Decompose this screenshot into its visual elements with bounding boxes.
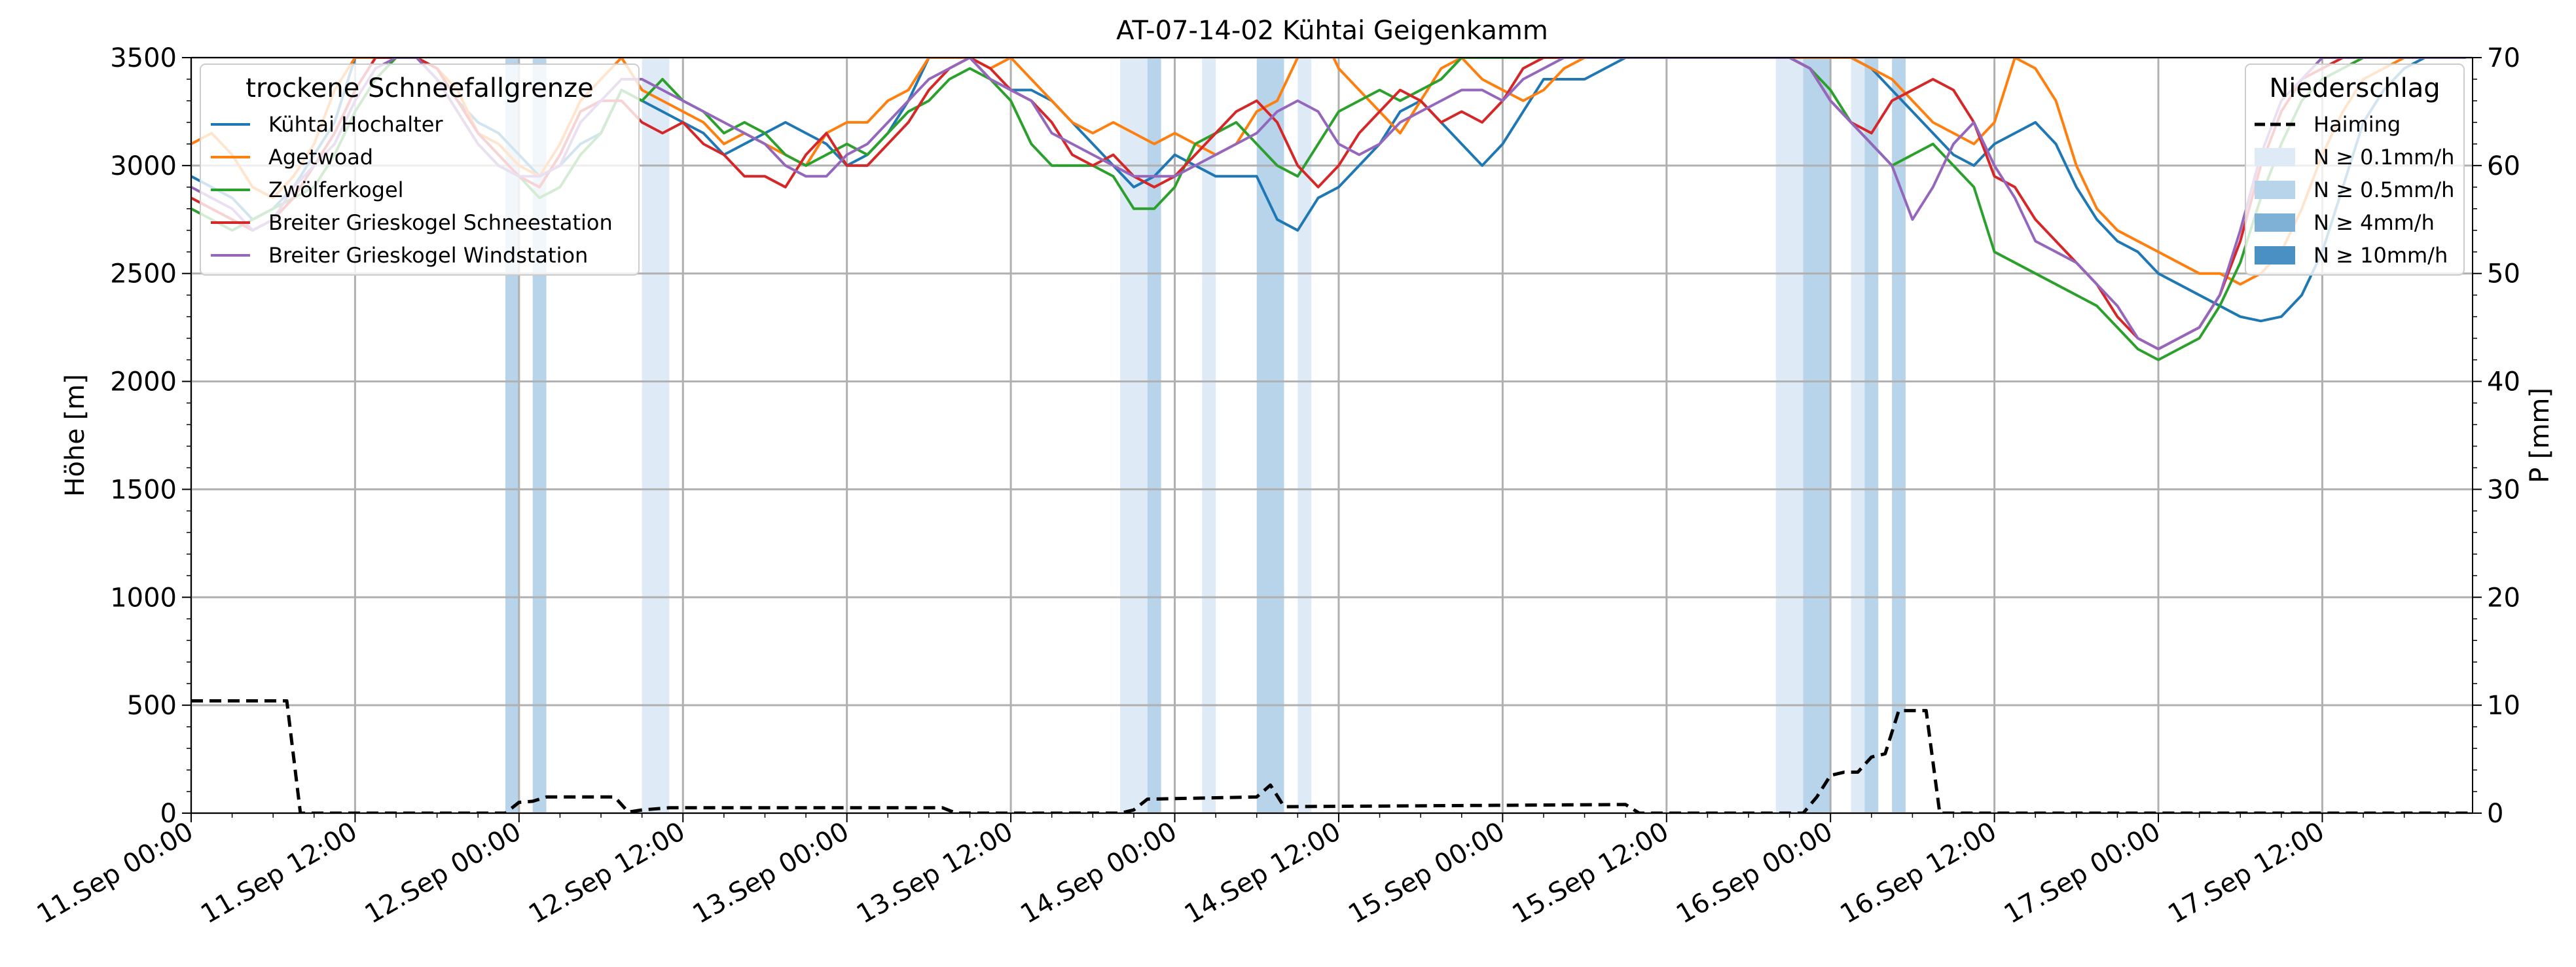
- legend-snow-label-3: Breiter Grieskogel Schneestation: [268, 210, 613, 235]
- y-axis-right-label: P [mm]: [2525, 388, 2555, 483]
- legend-snow-label-4: Breiter Grieskogel Windstation: [268, 243, 588, 268]
- legend-precip-swatch-2: [2255, 181, 2295, 199]
- y-left-tick-label-5: 2500: [110, 259, 177, 289]
- y-right-tick-label-6: 60: [2487, 151, 2520, 181]
- legend-snow-label-1: Agetwoad: [268, 145, 373, 170]
- y-left-tick-label-7: 3500: [110, 43, 177, 73]
- legend-precip-label-1: N ≥ 0.1mm/h: [2313, 145, 2454, 170]
- precip-band-8: [1775, 58, 1804, 813]
- y-right-tick-label-3: 30: [2487, 475, 2520, 505]
- legend-precip-swatch-3: [2255, 213, 2295, 232]
- legend-snowfall-box: [200, 64, 640, 276]
- precip-band-2: [642, 58, 670, 813]
- precip-band-4: [1147, 58, 1161, 813]
- y-right-tick-label-0: 0: [2487, 799, 2503, 829]
- legend-precipitation: Niederschlag Haiming N ≥ 0.1mm/h N ≥ 0.5mm…: [2245, 64, 2465, 276]
- y-left-tick-label-3: 1500: [110, 475, 177, 505]
- y-axis-left-label: Höhe [m]: [60, 374, 90, 496]
- chart-title: AT-07-14-02 Kühtai Geigenkamm: [1116, 16, 1548, 46]
- precip-band-5: [1202, 58, 1216, 813]
- precip-band-6: [1256, 58, 1284, 813]
- precipitation-series: [191, 699, 2473, 813]
- y-left-tick-label-6: 3000: [110, 151, 177, 181]
- legend-precipitation-box: [2245, 64, 2465, 276]
- plot-frame: [190, 57, 2473, 814]
- legend-precip-swatch-1: [2255, 148, 2295, 166]
- legend-precip-label-4: N ≥ 10mm/h: [2313, 243, 2448, 268]
- y-right-tick-label-4: 40: [2487, 367, 2520, 397]
- legend-snowfall: trockene Schneefallgrenze Kühtai Hochalt…: [200, 64, 640, 276]
- precip-line-haiming: [191, 699, 2473, 813]
- y-right-tick-label-5: 50: [2487, 259, 2520, 289]
- legend-precip-swatch-4: [2255, 246, 2295, 265]
- precip-band-12: [1892, 58, 1906, 813]
- precip-band-11: [1864, 58, 1879, 813]
- precip-band-7: [1297, 58, 1312, 813]
- legend-snow-label-2: Zwölferkogel: [268, 177, 404, 202]
- y-right-tick-label-1: 10: [2487, 691, 2520, 721]
- legend-precip-label-3: N ≥ 4mm/h: [2313, 210, 2435, 235]
- legend-snowfall-title: trockene Schneefallgrenze: [245, 73, 593, 103]
- legend-precip-label-0: Haiming: [2313, 112, 2401, 137]
- precip-band-10: [1851, 58, 1865, 813]
- y-right-tick-label-2: 20: [2487, 583, 2520, 613]
- y-left-tick-label-0: 0: [160, 799, 177, 829]
- precip-band-9: [1803, 58, 1831, 813]
- y-left-tick-label-4: 2000: [110, 367, 177, 397]
- y-left-tick-label-2: 1000: [110, 583, 177, 613]
- y-right-tick-label-7: 70: [2487, 43, 2520, 73]
- legend-precip-label-2: N ≥ 0.5mm/h: [2313, 177, 2454, 202]
- legend-precipitation-title: Niederschlag: [2269, 73, 2440, 103]
- legend-snow-label-0: Kühtai Hochalter: [268, 112, 443, 137]
- y-left-tick-label-1: 500: [127, 691, 177, 721]
